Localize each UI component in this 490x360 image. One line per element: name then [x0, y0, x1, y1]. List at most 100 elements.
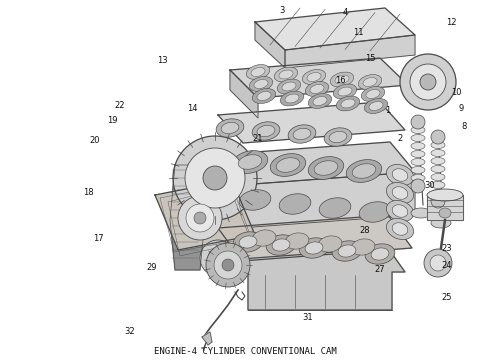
Ellipse shape [238, 155, 262, 169]
Ellipse shape [305, 82, 329, 96]
Ellipse shape [431, 218, 451, 228]
Polygon shape [215, 155, 240, 230]
Ellipse shape [324, 128, 352, 146]
Text: 9: 9 [458, 104, 464, 113]
Ellipse shape [288, 125, 316, 143]
Text: 25: 25 [442, 293, 452, 302]
Polygon shape [228, 248, 405, 310]
Ellipse shape [431, 149, 445, 157]
Ellipse shape [246, 64, 270, 80]
Circle shape [185, 148, 245, 208]
Ellipse shape [232, 150, 268, 174]
Ellipse shape [330, 72, 354, 87]
Ellipse shape [333, 84, 357, 99]
Circle shape [173, 136, 257, 220]
Ellipse shape [427, 189, 463, 201]
Ellipse shape [252, 89, 276, 103]
Ellipse shape [257, 91, 271, 100]
Ellipse shape [335, 75, 349, 84]
Ellipse shape [266, 235, 296, 255]
Polygon shape [240, 172, 415, 228]
Ellipse shape [369, 102, 383, 111]
Circle shape [411, 115, 425, 129]
Ellipse shape [239, 236, 257, 248]
Ellipse shape [257, 125, 275, 137]
Ellipse shape [314, 161, 338, 175]
Circle shape [203, 166, 227, 190]
Ellipse shape [272, 239, 290, 251]
Ellipse shape [336, 96, 360, 111]
Ellipse shape [411, 135, 425, 141]
Ellipse shape [318, 236, 342, 252]
Ellipse shape [310, 85, 324, 94]
Ellipse shape [366, 90, 380, 99]
Ellipse shape [279, 70, 293, 79]
Circle shape [194, 212, 206, 224]
Ellipse shape [411, 166, 425, 174]
Ellipse shape [254, 80, 268, 89]
Ellipse shape [239, 190, 271, 210]
Polygon shape [170, 165, 205, 270]
Ellipse shape [338, 245, 356, 257]
Ellipse shape [276, 158, 300, 172]
Ellipse shape [365, 244, 395, 264]
Text: 4: 4 [343, 8, 347, 17]
Ellipse shape [346, 159, 382, 183]
Text: 28: 28 [360, 225, 370, 234]
Text: 17: 17 [93, 234, 103, 243]
Ellipse shape [233, 232, 263, 252]
Ellipse shape [431, 141, 445, 149]
Circle shape [431, 130, 445, 144]
Text: 22: 22 [115, 100, 125, 109]
Polygon shape [230, 70, 258, 118]
Ellipse shape [252, 122, 280, 140]
Polygon shape [255, 22, 285, 68]
Text: 32: 32 [124, 328, 135, 337]
Text: 10: 10 [451, 87, 461, 96]
Text: 11: 11 [353, 27, 363, 36]
Circle shape [200, 240, 236, 276]
Ellipse shape [431, 174, 445, 180]
Ellipse shape [308, 157, 344, 179]
Ellipse shape [361, 86, 385, 102]
Text: 23: 23 [441, 243, 452, 252]
Text: 18: 18 [83, 188, 93, 197]
Text: 27: 27 [375, 266, 385, 274]
Ellipse shape [341, 99, 355, 108]
Circle shape [411, 179, 425, 193]
Ellipse shape [359, 202, 391, 222]
Circle shape [431, 194, 445, 208]
Ellipse shape [364, 99, 388, 113]
Ellipse shape [431, 158, 445, 165]
Ellipse shape [351, 239, 375, 255]
Circle shape [178, 196, 222, 240]
Ellipse shape [411, 143, 425, 149]
Ellipse shape [411, 175, 425, 181]
Ellipse shape [387, 219, 414, 239]
Text: 30: 30 [425, 180, 435, 189]
Ellipse shape [282, 82, 296, 91]
Ellipse shape [280, 91, 304, 106]
Ellipse shape [392, 205, 408, 217]
Circle shape [424, 249, 452, 277]
Ellipse shape [352, 164, 376, 178]
Ellipse shape [439, 208, 451, 218]
Ellipse shape [221, 122, 239, 134]
Ellipse shape [319, 198, 351, 218]
Text: 13: 13 [157, 55, 167, 64]
Ellipse shape [329, 131, 347, 143]
Text: 2: 2 [397, 134, 403, 143]
Ellipse shape [431, 181, 445, 189]
Text: 21: 21 [253, 134, 263, 143]
Ellipse shape [387, 201, 414, 221]
Ellipse shape [363, 77, 377, 86]
Ellipse shape [332, 241, 362, 261]
Text: 3: 3 [279, 5, 285, 14]
Polygon shape [155, 180, 255, 250]
Polygon shape [218, 215, 412, 261]
Ellipse shape [392, 187, 408, 199]
Ellipse shape [411, 126, 425, 134]
Circle shape [222, 259, 234, 271]
Circle shape [213, 253, 223, 263]
Ellipse shape [277, 79, 301, 94]
